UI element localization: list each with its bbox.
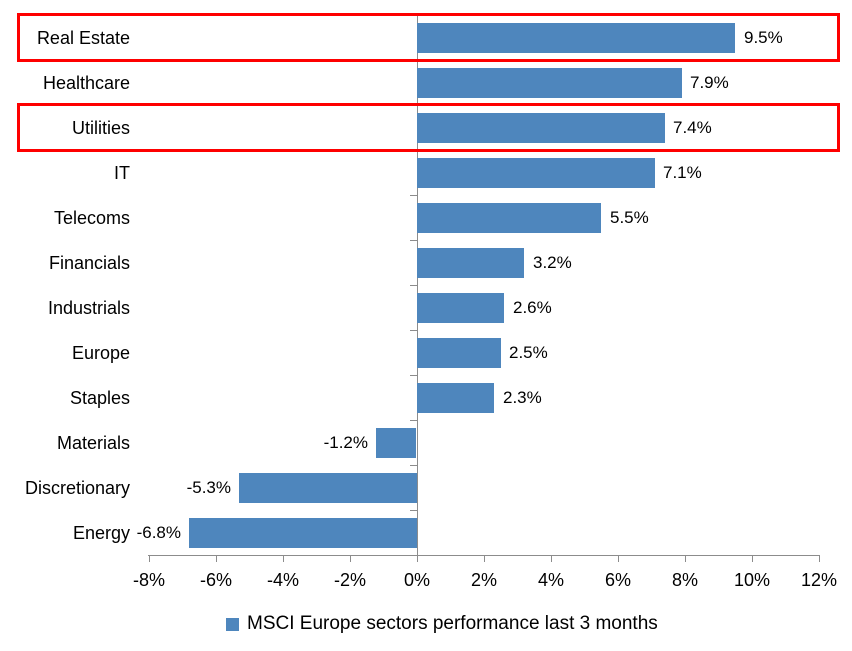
x-axis-tick-label: 10% xyxy=(733,570,771,590)
category-label: Materials xyxy=(56,433,130,453)
bar xyxy=(239,473,417,503)
category-label: Healthcare xyxy=(42,73,130,93)
x-axis-tick-label: -2% xyxy=(333,570,366,590)
bar-value-label: 9.5% xyxy=(744,28,783,47)
bar xyxy=(417,113,665,143)
category-label: Utilities xyxy=(71,118,130,138)
category-label: Staples xyxy=(69,388,130,408)
x-axis-tick xyxy=(283,555,284,562)
legend: MSCI Europe sectors performance last 3 m… xyxy=(226,613,658,635)
x-axis-tick xyxy=(417,555,418,562)
bar xyxy=(417,293,504,323)
bar xyxy=(417,248,524,278)
legend-marker-icon xyxy=(226,617,239,631)
category-label: Real Estate xyxy=(36,28,130,48)
bar xyxy=(417,383,494,413)
y-axis-tick xyxy=(410,510,417,511)
bar xyxy=(376,428,416,458)
y-axis-tick xyxy=(410,465,417,466)
bar xyxy=(417,338,501,368)
bar xyxy=(189,518,417,548)
y-axis-tick xyxy=(410,330,417,331)
bar-value-label: 7.4% xyxy=(673,118,712,137)
category-label: Energy xyxy=(72,523,130,543)
legend-label: MSCI Europe sectors performance last 3 m… xyxy=(247,613,658,634)
y-axis-tick xyxy=(410,375,417,376)
y-axis-tick xyxy=(410,240,417,241)
x-axis-tick-label: 6% xyxy=(604,570,631,590)
x-axis-tick xyxy=(149,555,150,562)
y-axis-tick xyxy=(410,420,417,421)
bar-value-label: 2.5% xyxy=(509,343,548,362)
bar-value-label: 7.1% xyxy=(663,163,702,182)
y-axis-tick xyxy=(410,555,417,556)
category-label: Europe xyxy=(71,343,130,363)
bar-value-label: -5.3% xyxy=(186,478,231,497)
bar-value-label: 3.2% xyxy=(533,253,572,272)
bar-value-label: -6.8% xyxy=(136,523,181,542)
bar xyxy=(417,68,682,98)
category-label: IT xyxy=(114,163,130,183)
x-axis-tick xyxy=(551,555,552,562)
category-label: Discretionary xyxy=(24,478,130,498)
highlight-box-real-estate xyxy=(17,13,840,62)
y-axis-tick xyxy=(410,285,417,286)
x-axis-tick-label: 4% xyxy=(537,570,564,590)
bar-value-label: 2.6% xyxy=(513,298,552,317)
category-label: Financials xyxy=(48,253,130,273)
highlight-box-utilities xyxy=(17,103,840,152)
bar xyxy=(417,23,735,53)
x-axis-tick-label: 0% xyxy=(403,570,430,590)
bar xyxy=(417,203,601,233)
x-axis-tick xyxy=(752,555,753,562)
bar-value-label: -1.2% xyxy=(323,433,368,452)
x-axis-line xyxy=(148,555,819,556)
y-axis-tick xyxy=(410,195,417,196)
bar-value-label: 7.9% xyxy=(690,73,729,92)
bar-value-label: 5.5% xyxy=(610,208,649,227)
y-axis-line xyxy=(417,15,418,556)
bar xyxy=(417,158,655,188)
bar-value-label: 2.3% xyxy=(503,388,542,407)
x-axis-tick xyxy=(350,555,351,562)
x-axis-tick xyxy=(618,555,619,562)
x-axis-tick-label: -6% xyxy=(199,570,232,590)
x-axis-tick-label: 2% xyxy=(470,570,497,590)
x-axis-tick-label: -8% xyxy=(132,570,165,590)
category-label: Telecoms xyxy=(53,208,130,228)
x-axis-tick xyxy=(216,555,217,562)
x-axis-tick-label: 12% xyxy=(800,570,838,590)
x-axis-tick-label: -4% xyxy=(266,570,299,590)
category-label: Industrials xyxy=(47,298,130,318)
x-axis-tick xyxy=(685,555,686,562)
x-axis-tick xyxy=(484,555,485,562)
x-axis-tick-label: 8% xyxy=(671,570,698,590)
x-axis-tick xyxy=(819,555,820,562)
